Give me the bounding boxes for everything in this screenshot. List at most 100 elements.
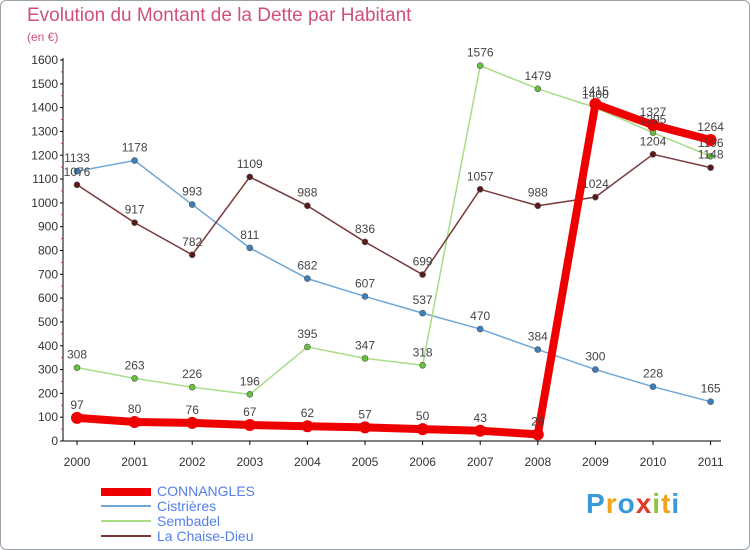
data-point-cistrieres — [361, 293, 369, 300]
y-tick-label: 500 — [38, 315, 58, 329]
y-tick-label: 800 — [38, 244, 58, 258]
data-label-cistrieres: 682 — [297, 259, 317, 273]
data-point-la-chaise-dieu — [419, 271, 426, 278]
data-label-la-chaise-dieu: 782 — [182, 235, 202, 249]
data-point-connangles — [359, 421, 371, 434]
legend-label-cistrieres: Cistrières — [157, 498, 217, 514]
data-point-sembadel — [361, 355, 369, 362]
data-point-sembadel — [419, 361, 426, 369]
data-label-la-chaise-dieu: 988 — [297, 186, 317, 200]
data-point-la-chaise-dieu — [73, 181, 81, 189]
data-label-cistrieres: 607 — [355, 276, 375, 290]
data-label-sembadel: 318 — [413, 345, 433, 359]
series-layer — [71, 62, 717, 441]
data-label-sembadel: 1479 — [524, 69, 551, 83]
data-point-cistrieres — [246, 244, 254, 252]
logo-letter: x — [635, 488, 653, 519]
series-line-connangles — [73, 100, 715, 439]
x-tick-label: 2009 — [582, 455, 609, 469]
chart-title: Evolution du Montant de la Dette par Hab… — [27, 5, 412, 26]
data-labels: 1133 1178 993 811 682 607 537 470 384 300 228 165 30… — [64, 46, 725, 429]
series-line-cistrieres — [76, 159, 712, 403]
data-point-connangles — [243, 419, 256, 432]
legend-swatch-la-chaise-dieu — [101, 535, 151, 537]
data-label-cistrieres: 537 — [413, 293, 433, 307]
data-label-cistrieres: 228 — [643, 367, 663, 381]
legend-item-cistrieres: Cistrières — [101, 498, 401, 514]
y-tick-label: 300 — [38, 363, 58, 377]
logo-letter: i — [671, 488, 681, 519]
data-label-connangles: 28 — [531, 414, 545, 428]
data-point-cistrieres — [419, 309, 426, 317]
data-point-sembadel — [534, 85, 542, 93]
data-label-la-chaise-dieu: 1148 — [698, 148, 724, 162]
data-point-la-chaise-dieu — [246, 173, 254, 181]
legend-item-connangles: CONNANGLES — [101, 483, 401, 499]
x-tick-label: 2005 — [352, 455, 379, 469]
data-point-cistrieres — [476, 325, 484, 333]
series-line-la-chaise-dieu — [76, 153, 712, 276]
data-label-cistrieres: 811 — [240, 228, 259, 242]
data-point-connangles — [647, 119, 659, 132]
legend-item-la-chaise-dieu: La Chaise-Dieu — [101, 528, 401, 544]
data-label-cistrieres: 470 — [470, 309, 490, 323]
data-point-sembadel — [476, 62, 484, 70]
data-point-connangles — [186, 416, 199, 429]
y-tick-label: 400 — [38, 339, 58, 353]
data-point-la-chaise-dieu — [592, 193, 599, 201]
data-label-cistrieres: 1178 — [122, 140, 148, 154]
legend-item-sembadel: Sembadel — [101, 513, 401, 529]
data-label-connangles: 1415 — [582, 84, 609, 98]
series-connangles — [71, 98, 717, 441]
data-point-cistrieres — [592, 366, 599, 373]
data-label-sembadel: 1576 — [467, 46, 494, 60]
legend-swatch-connangles — [101, 488, 151, 496]
x-tick-label: 2007 — [467, 455, 494, 469]
data-label-connangles: 62 — [301, 406, 315, 420]
data-point-cistrieres — [534, 346, 542, 353]
chart-subtitle: (en €) — [27, 30, 59, 44]
y-tick-label: 1000 — [31, 196, 58, 210]
x-tick-label: 2001 — [121, 455, 148, 469]
x-tick-label: 2006 — [409, 455, 436, 469]
data-label-la-chaise-dieu: 1109 — [237, 157, 263, 171]
data-point-sembadel — [73, 364, 81, 371]
legend: CONNANGLES Cistrières Sembadel La Chaise… — [101, 483, 401, 544]
data-point-connangles — [589, 98, 602, 111]
data-label-sembadel: 1295 — [640, 113, 667, 127]
data-point-sembadel — [707, 152, 714, 160]
data-label-cistrieres: 300 — [585, 350, 605, 364]
data-point-la-chaise-dieu — [361, 238, 369, 246]
data-point-connangles — [531, 428, 544, 441]
data-point-cistrieres — [73, 167, 81, 175]
data-label-la-chaise-dieu: 917 — [125, 203, 145, 217]
y-tick-label: 0 — [51, 434, 58, 448]
data-label-sembadel: 263 — [125, 358, 145, 372]
data-point-connangles — [416, 423, 429, 436]
data-label-connangles: 1264 — [697, 120, 724, 134]
data-point-cistrieres — [707, 398, 714, 406]
data-label-sembadel: 1400 — [582, 88, 609, 102]
x-tick-label: 2003 — [236, 455, 263, 469]
data-label-sembadel: 395 — [297, 327, 317, 341]
y-tick-label: 1400 — [31, 101, 58, 115]
y-tick-label: 1100 — [32, 172, 58, 186]
data-point-sembadel — [304, 343, 311, 351]
data-point-la-chaise-dieu — [534, 202, 542, 210]
data-label-cistrieres: 165 — [701, 382, 721, 396]
data-label-sembadel: 347 — [355, 338, 375, 352]
data-point-la-chaise-dieu — [304, 202, 311, 210]
x-tick-label: 2008 — [524, 455, 551, 469]
y-tick-label: 1300 — [31, 124, 58, 138]
data-label-connangles: 67 — [243, 405, 257, 419]
logo-letter: P — [586, 488, 606, 519]
data-label-connangles: 76 — [186, 403, 200, 417]
data-label-connangles: 43 — [474, 411, 488, 425]
data-label-cistrieres: 993 — [182, 185, 202, 199]
x-tick-label: 2004 — [294, 455, 321, 469]
legend-label-la-chaise-dieu: La Chaise-Dieu — [157, 528, 254, 544]
y-tick-label: 700 — [38, 267, 58, 281]
data-label-cistrieres: 384 — [528, 330, 548, 344]
